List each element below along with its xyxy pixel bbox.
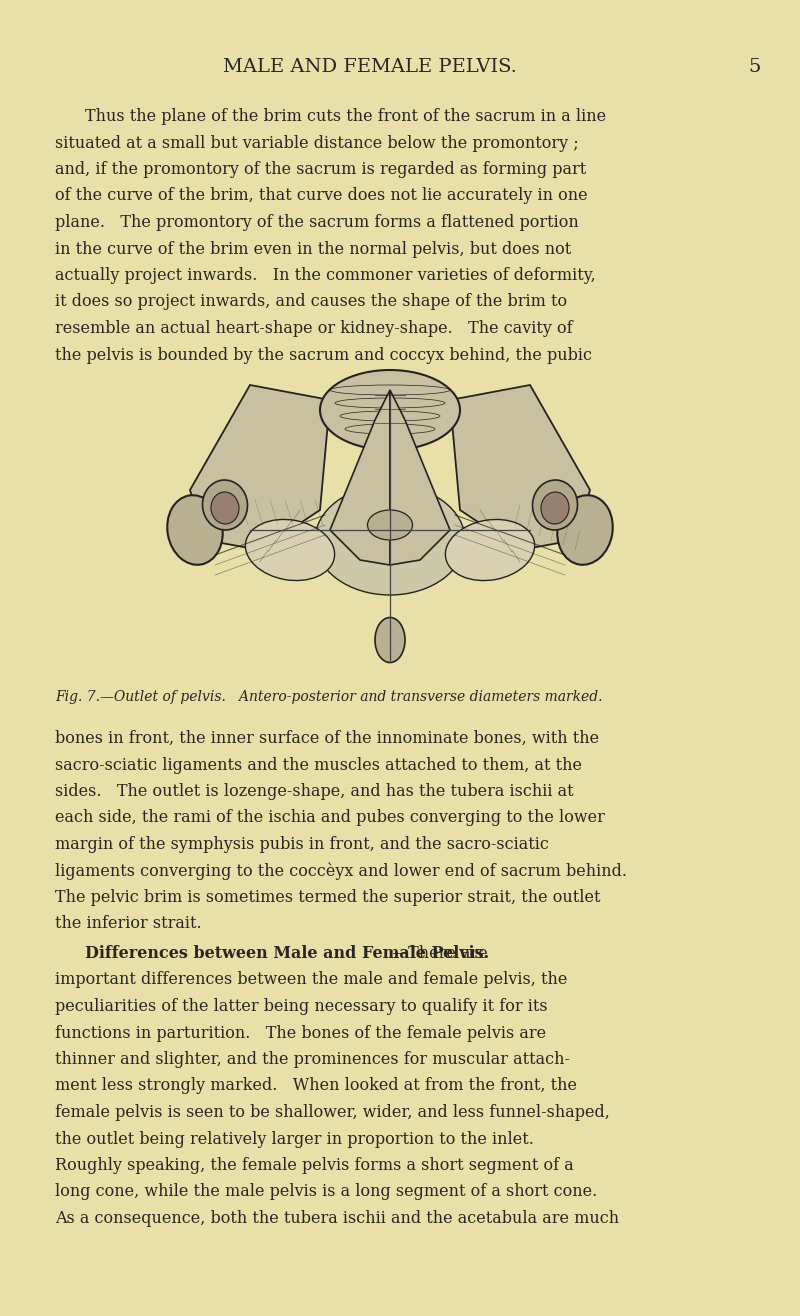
Ellipse shape [211, 492, 239, 524]
Text: the inferior strait.: the inferior strait. [55, 916, 202, 933]
Bar [160, 361, 620, 680]
Text: plane.   The promontory of the sacrum forms a flattened portion: plane. The promontory of the sacrum form… [55, 215, 578, 232]
Ellipse shape [246, 520, 334, 580]
Text: The pelvic brim is sometimes termed the superior strait, the outlet: The pelvic brim is sometimes termed the … [55, 890, 601, 905]
Text: margin of the symphysis pubis in front, and the sacro-sciatic: margin of the symphysis pubis in front, … [55, 836, 549, 853]
Ellipse shape [558, 495, 613, 565]
Ellipse shape [320, 370, 460, 450]
Text: Thus the plane of the brim cuts the front of the sacrum in a line: Thus the plane of the brim cuts the fron… [85, 108, 606, 125]
Text: each side, the rami of the ischia and pubes converging to the lower: each side, the rami of the ischia and pu… [55, 809, 605, 826]
Text: ment less strongly marked.   When looked at from the front, the: ment less strongly marked. When looked a… [55, 1078, 577, 1095]
Text: 5: 5 [749, 58, 761, 76]
Polygon shape [390, 390, 450, 565]
Ellipse shape [375, 617, 405, 662]
Ellipse shape [533, 480, 578, 530]
Text: the outlet being relatively larger in proportion to the inlet.: the outlet being relatively larger in pr… [55, 1130, 534, 1148]
Text: and, if the promontory of the sacrum is regarded as forming part: and, if the promontory of the sacrum is … [55, 161, 586, 178]
Text: of the curve of the brim, that curve does not lie accurately in one: of the curve of the brim, that curve doe… [55, 187, 588, 204]
Text: female pelvis is seen to be shallower, wider, and less funnel-shaped,: female pelvis is seen to be shallower, w… [55, 1104, 610, 1121]
Ellipse shape [202, 480, 247, 530]
Ellipse shape [167, 495, 222, 565]
Ellipse shape [541, 492, 569, 524]
Text: in the curve of the brim even in the normal pelvis, but does not: in the curve of the brim even in the nor… [55, 241, 571, 258]
Text: peculiarities of the latter being necessary to qualify it for its: peculiarities of the latter being necess… [55, 998, 548, 1015]
Text: Differences between Male and Female Pelvis.: Differences between Male and Female Pelv… [85, 945, 489, 962]
Text: actually project inwards.   In the commoner varieties of deformity,: actually project inwards. In the commone… [55, 267, 596, 284]
Text: ligaments converging to the coccèyx and lower end of sacrum behind.: ligaments converging to the coccèyx and … [55, 862, 627, 880]
Text: thinner and slighter, and the prominences for muscular attach-: thinner and slighter, and the prominence… [55, 1051, 570, 1069]
Text: resemble an actual heart-shape or kidney-shape.   The cavity of: resemble an actual heart-shape or kidney… [55, 320, 573, 337]
Polygon shape [330, 390, 390, 565]
Ellipse shape [446, 520, 534, 580]
Text: situated at a small but variable distance below the promontory ;: situated at a small but variable distanc… [55, 134, 578, 151]
Text: sides.   The outlet is lozenge-shape, and has the tubera ischii at: sides. The outlet is lozenge-shape, and … [55, 783, 574, 800]
Ellipse shape [367, 511, 413, 540]
Text: functions in parturition.   The bones of the female pelvis are: functions in parturition. The bones of t… [55, 1024, 546, 1041]
Text: As a consequence, both the tubera ischii and the acetabula are much: As a consequence, both the tubera ischii… [55, 1209, 619, 1227]
Text: it does so project inwards, and causes the shape of the brim to: it does so project inwards, and causes t… [55, 293, 567, 311]
Ellipse shape [315, 486, 465, 595]
Text: MALE AND FEMALE PELVIS.: MALE AND FEMALE PELVIS. [223, 58, 517, 76]
Text: important differences between the male and female pelvis, the: important differences between the male a… [55, 971, 567, 988]
Text: Roughly speaking, the female pelvis forms a short segment of a: Roughly speaking, the female pelvis form… [55, 1157, 574, 1174]
Text: —There are: —There are [391, 945, 487, 962]
Text: sacro-sciatic ligaments and the muscles attached to them, at the: sacro-sciatic ligaments and the muscles … [55, 757, 582, 774]
Polygon shape [190, 386, 330, 550]
Text: bones in front, the inner surface of the innominate bones, with the: bones in front, the inner surface of the… [55, 730, 599, 747]
Text: Fig. 7.—Outlet of pelvis.   Antero-posterior and transverse diameters marked.: Fig. 7.—Outlet of pelvis. Antero-posteri… [55, 690, 602, 704]
Text: long cone, while the male pelvis is a long segment of a short cone.: long cone, while the male pelvis is a lo… [55, 1183, 598, 1200]
Text: the pelvis is bounded by the sacrum and coccyx behind, the pubic: the pelvis is bounded by the sacrum and … [55, 346, 592, 363]
Polygon shape [450, 386, 590, 550]
